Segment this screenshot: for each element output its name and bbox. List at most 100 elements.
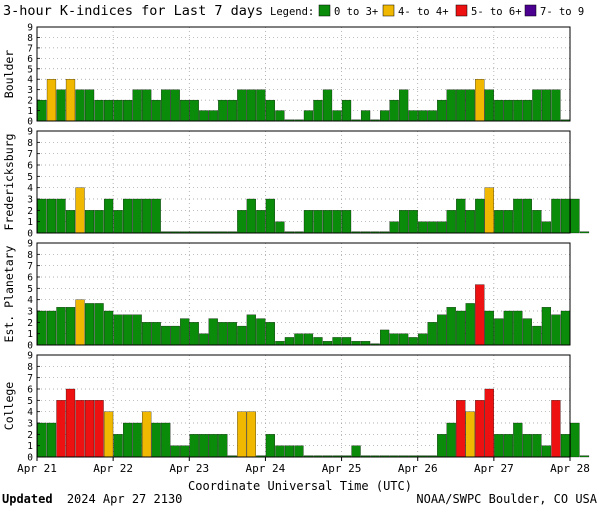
bar	[123, 99, 133, 122]
panel-label: Boulder	[2, 50, 16, 99]
panel-frame	[36, 26, 571, 122]
y-tick-label: 9	[27, 23, 33, 34]
bar	[303, 333, 314, 346]
x-axis-ticks: Apr 21 Apr 22 Apr 23 Apr 24 Apr 25 Apr 26 Apr …	[17, 457, 590, 475]
bar	[75, 400, 85, 458]
y-tick-label: 0	[27, 453, 33, 464]
bar	[513, 99, 523, 122]
y-tick-label: 8	[27, 250, 33, 261]
bar	[360, 341, 371, 346]
bar	[351, 445, 361, 458]
bar	[123, 314, 133, 346]
bar	[142, 198, 152, 234]
bar	[560, 198, 571, 234]
bar	[75, 299, 85, 346]
bar	[513, 310, 523, 346]
bar	[84, 303, 95, 346]
bar	[294, 445, 304, 458]
bar	[503, 434, 513, 458]
bar	[180, 445, 190, 458]
y-tick-label: 2	[27, 96, 33, 107]
bar	[399, 333, 409, 346]
bar	[161, 325, 171, 346]
bar	[379, 329, 390, 346]
bar	[341, 99, 352, 122]
bar	[494, 318, 504, 346]
updated-label: Updated	[2, 492, 53, 506]
bar	[560, 310, 571, 346]
bar	[303, 110, 314, 122]
bar	[522, 434, 532, 458]
bar	[161, 422, 171, 458]
bar	[46, 310, 57, 346]
bar	[227, 99, 237, 122]
bar	[408, 210, 418, 234]
bar	[551, 314, 561, 346]
y-tick-label: 7	[27, 149, 33, 160]
bar	[313, 337, 323, 346]
bar	[37, 198, 47, 234]
y-tick-label: 1	[27, 106, 33, 117]
y-tick-label: 1	[27, 441, 33, 452]
bar	[208, 318, 218, 346]
bar	[265, 99, 275, 122]
bar	[161, 89, 171, 122]
bar	[246, 411, 256, 458]
bar	[456, 198, 466, 234]
bar	[456, 310, 466, 346]
y-tick-label: 3	[27, 85, 33, 96]
bar	[46, 198, 57, 234]
x-tick-label: Apr 21	[17, 462, 57, 475]
bar	[275, 110, 285, 122]
legend-entry: 4- to 4+	[398, 6, 449, 18]
legend-swatch	[455, 4, 468, 17]
bar	[465, 411, 475, 458]
bar	[494, 434, 504, 458]
bar	[94, 99, 104, 122]
bar	[532, 210, 542, 234]
bar	[113, 99, 123, 122]
bar	[570, 198, 580, 234]
y-tick-label: 2	[27, 206, 33, 217]
bar	[208, 434, 218, 458]
bar	[265, 434, 275, 458]
bar	[237, 210, 247, 234]
bar	[399, 89, 409, 122]
bar	[237, 325, 247, 346]
bar	[246, 314, 256, 346]
bar	[103, 411, 114, 458]
bar	[284, 337, 295, 346]
x-tick-label: Apr 22	[93, 462, 133, 475]
bar	[399, 210, 409, 234]
bar	[465, 210, 475, 234]
bar	[418, 333, 428, 346]
bar	[494, 210, 504, 234]
bar	[541, 307, 552, 346]
bar	[560, 434, 571, 458]
bar	[56, 307, 66, 346]
bar	[484, 310, 494, 346]
bar	[351, 341, 361, 346]
bar	[170, 445, 180, 458]
updated-line: Updated 2024 Apr 27 2130	[2, 492, 182, 506]
y-tick-label: 4	[27, 75, 33, 86]
y-tick-label: 0	[27, 229, 33, 240]
bar	[94, 303, 104, 346]
legend-entry: 0 to 3+	[334, 6, 378, 18]
bar	[84, 89, 95, 122]
legend-swatch	[524, 4, 537, 17]
bar	[437, 221, 447, 234]
y-tick-label: 7	[27, 43, 33, 54]
bar	[522, 198, 532, 234]
y-tick-label: 9	[27, 351, 33, 362]
bar	[94, 400, 104, 458]
bar	[503, 210, 513, 234]
bar	[246, 198, 256, 234]
y-tick-label: 8	[27, 362, 33, 373]
bar	[151, 198, 161, 234]
x-tick-label: Apr 23	[169, 462, 209, 475]
bar	[218, 322, 228, 346]
bar	[446, 307, 456, 346]
bar	[427, 322, 437, 346]
